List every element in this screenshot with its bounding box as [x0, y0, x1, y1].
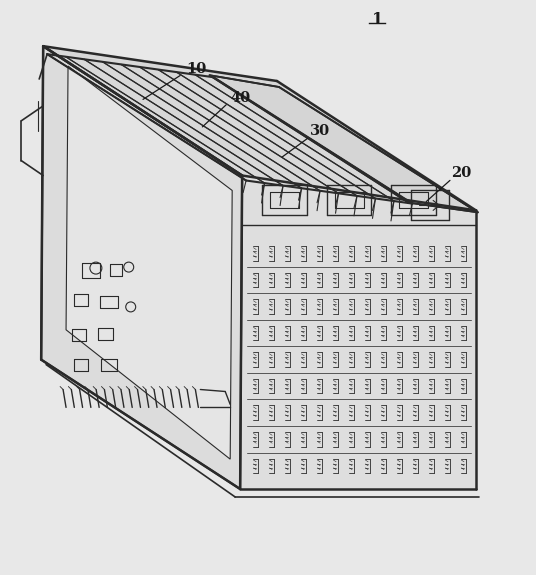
Polygon shape	[210, 75, 478, 212]
Text: 30: 30	[310, 124, 330, 138]
Polygon shape	[66, 66, 232, 459]
Text: 10: 10	[186, 62, 206, 76]
Polygon shape	[41, 46, 242, 489]
Polygon shape	[240, 175, 476, 489]
Polygon shape	[43, 46, 476, 210]
Text: 40: 40	[230, 91, 250, 105]
Polygon shape	[41, 46, 242, 489]
Text: 1: 1	[372, 11, 383, 28]
Text: 20: 20	[451, 166, 471, 179]
